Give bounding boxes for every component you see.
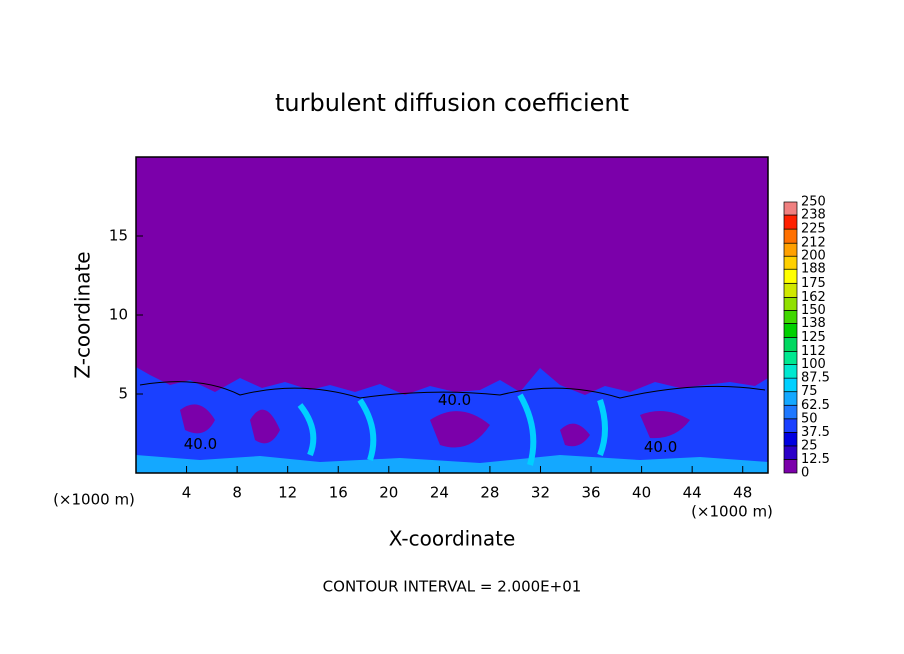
colorbar-label: 212 bbox=[801, 236, 826, 251]
contour-label: 40.0 bbox=[438, 391, 471, 409]
colorbar-box bbox=[783, 201, 798, 216]
colorbar-label: 138 bbox=[801, 316, 826, 331]
x-tick-label: 12 bbox=[278, 484, 297, 502]
x-tick-label: 16 bbox=[329, 484, 348, 502]
colorbar-label: 37.5 bbox=[801, 425, 830, 440]
colorbar-label: 112 bbox=[801, 344, 826, 359]
contour-line bbox=[139, 381, 766, 399]
colorbar-box bbox=[783, 310, 798, 324]
colorbar-label: 12.5 bbox=[801, 452, 830, 467]
colorbar-box bbox=[783, 459, 798, 474]
colorbar-label: 75 bbox=[801, 384, 818, 399]
colorbar-box bbox=[783, 268, 798, 284]
x-axis-label: X-coordinate bbox=[389, 527, 516, 551]
field-layer bbox=[136, 455, 768, 473]
field bbox=[136, 367, 768, 473]
colorbar-box bbox=[783, 445, 798, 460]
colorbar-label: 225 bbox=[801, 222, 826, 237]
colorbar-box bbox=[783, 255, 798, 270]
colorbar-label: 87.5 bbox=[801, 371, 830, 386]
field-pocket bbox=[180, 404, 690, 448]
colorbar-box bbox=[783, 364, 798, 379]
x-tick-label: 48 bbox=[733, 484, 752, 502]
x-unit: (×1000 m) bbox=[691, 503, 773, 521]
x-tick-label: 36 bbox=[581, 484, 600, 502]
field-streak bbox=[297, 393, 608, 466]
colorbar-label: 25 bbox=[801, 438, 818, 453]
colorbar-box bbox=[783, 323, 798, 338]
colorbar-box bbox=[783, 432, 798, 447]
contour-label: 40.0 bbox=[644, 438, 677, 456]
y-tick-label: 10 bbox=[109, 306, 128, 324]
colorbar-label: 125 bbox=[801, 330, 826, 345]
x-tick-label: 40 bbox=[632, 484, 651, 502]
colorbar-box bbox=[783, 242, 798, 257]
x-tick-label: 24 bbox=[430, 484, 449, 502]
x-tick-label: 4 bbox=[182, 484, 192, 502]
colorbar-label: 175 bbox=[801, 276, 826, 291]
x-tick-label: 44 bbox=[683, 484, 702, 502]
x-tick-label: 28 bbox=[480, 484, 499, 502]
colorbar-box bbox=[783, 214, 798, 230]
colorbar-label: 100 bbox=[801, 357, 826, 372]
x-tick-label: 32 bbox=[531, 484, 550, 502]
colorbar-box bbox=[783, 418, 798, 433]
y-tick-label: 15 bbox=[109, 227, 128, 245]
x-tick-label: 20 bbox=[379, 484, 398, 502]
colorbar-box bbox=[783, 391, 798, 406]
colorbar-box bbox=[783, 282, 798, 298]
colorbar-label: 188 bbox=[801, 262, 826, 277]
colorbar-label: 162 bbox=[801, 290, 826, 305]
colorbar-label: 238 bbox=[801, 208, 826, 223]
y-tick-label: 5 bbox=[118, 385, 128, 403]
x-tick-label: 8 bbox=[232, 484, 242, 502]
contour-label: 40.0 bbox=[184, 435, 217, 453]
footnote: CONTOUR INTERVAL = 2.000E+01 bbox=[323, 578, 582, 596]
colorbar-label: 250 bbox=[801, 195, 826, 210]
colorbar-label: 50 bbox=[801, 411, 818, 426]
colorbar-box bbox=[783, 351, 798, 365]
colorbar-box bbox=[783, 337, 798, 352]
chart-title: turbulent diffusion coefficient bbox=[275, 89, 629, 117]
colorbar-box bbox=[783, 297, 798, 311]
y-axis-label: Z-coordinate bbox=[71, 251, 95, 378]
colorbar-label: 150 bbox=[801, 303, 826, 318]
colorbar-box bbox=[783, 228, 798, 244]
colorbar-label: 200 bbox=[801, 249, 826, 264]
colorbar-label: 0 bbox=[801, 466, 809, 481]
colorbar-box bbox=[783, 377, 798, 393]
colorbar-label: 62.5 bbox=[801, 398, 830, 413]
y-unit: (×1000 m) bbox=[53, 491, 135, 509]
colorbar-box bbox=[783, 404, 798, 420]
